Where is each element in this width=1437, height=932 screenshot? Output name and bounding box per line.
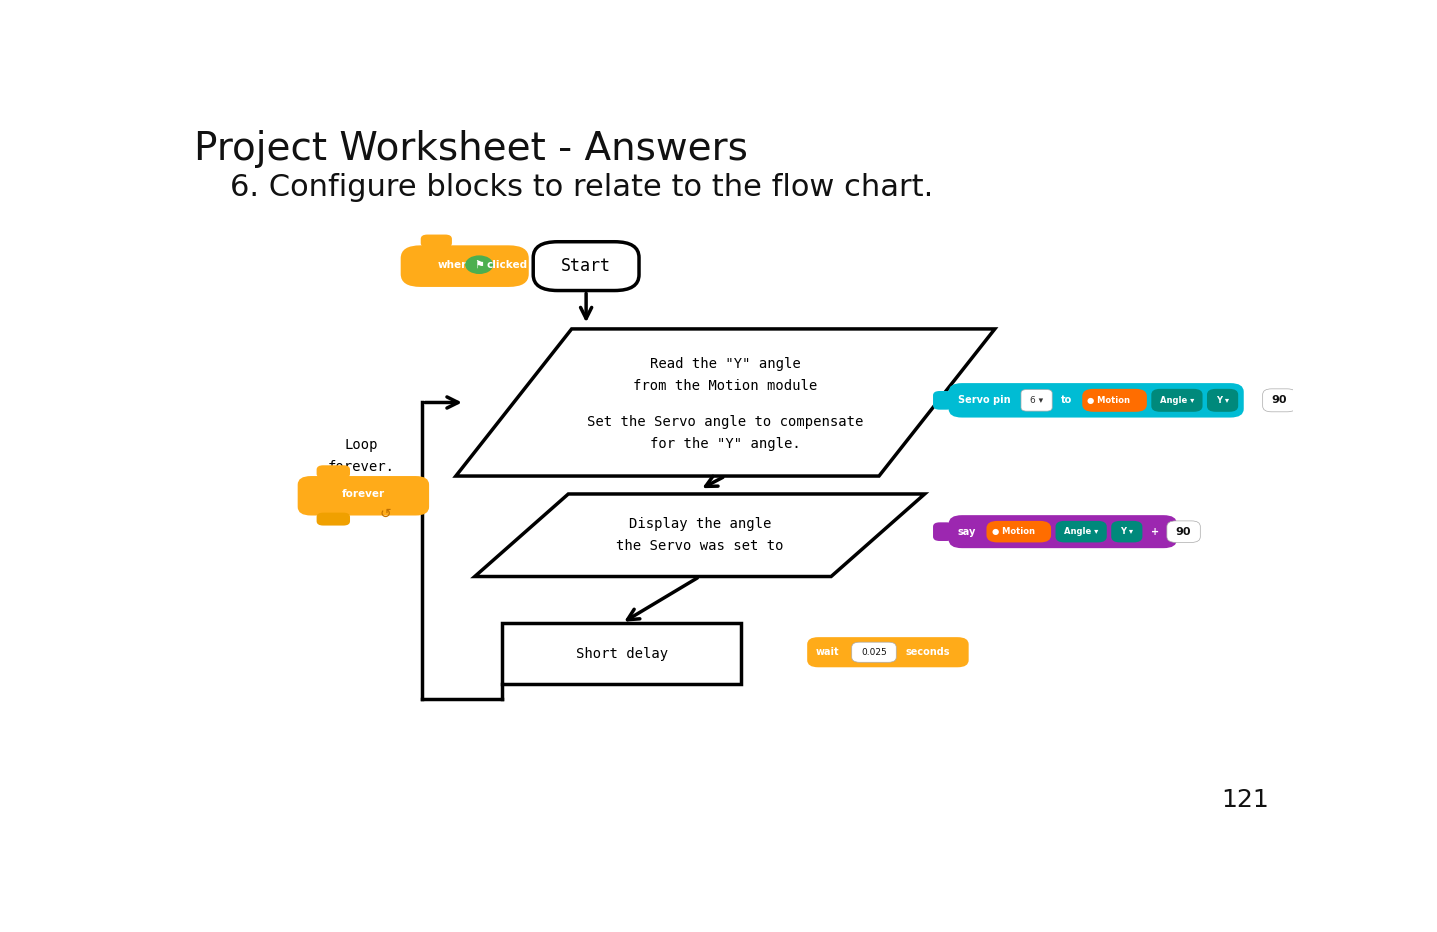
Text: when: when <box>438 260 470 269</box>
Text: +: + <box>1247 395 1255 405</box>
Text: 0.025: 0.025 <box>861 648 887 657</box>
Text: Y ▾: Y ▾ <box>1121 528 1134 536</box>
Text: Read the "Y" angle
from the Motion module: Read the "Y" angle from the Motion modul… <box>634 357 818 393</box>
FancyBboxPatch shape <box>401 245 529 287</box>
FancyBboxPatch shape <box>933 522 953 541</box>
Text: Angle ▾: Angle ▾ <box>1063 528 1098 536</box>
Text: wait: wait <box>816 647 839 657</box>
Text: Servo pin: Servo pin <box>957 395 1010 405</box>
FancyBboxPatch shape <box>316 465 351 478</box>
FancyBboxPatch shape <box>1056 521 1106 542</box>
FancyBboxPatch shape <box>316 513 351 526</box>
Text: ● Motion: ● Motion <box>1088 396 1131 404</box>
Text: Angle ▾: Angle ▾ <box>1160 396 1194 404</box>
FancyBboxPatch shape <box>933 391 953 410</box>
FancyBboxPatch shape <box>1022 390 1052 411</box>
FancyBboxPatch shape <box>533 241 639 291</box>
FancyBboxPatch shape <box>297 476 430 515</box>
Text: 90: 90 <box>1175 527 1191 537</box>
FancyBboxPatch shape <box>421 235 451 248</box>
Text: Project Worksheet - Answers: Project Worksheet - Answers <box>194 130 749 168</box>
FancyBboxPatch shape <box>986 521 1050 542</box>
Text: ↺: ↺ <box>379 507 391 521</box>
Text: Set the Servo angle to compensate
for the "Y" angle.: Set the Servo angle to compensate for th… <box>588 416 864 451</box>
Text: Display the angle
the Servo was set to: Display the angle the Servo was set to <box>616 517 783 553</box>
Text: ● Motion: ● Motion <box>992 528 1035 536</box>
Text: Short delay: Short delay <box>576 647 668 661</box>
FancyBboxPatch shape <box>948 383 1244 418</box>
Polygon shape <box>456 329 994 476</box>
Text: ⚑: ⚑ <box>474 260 484 269</box>
FancyBboxPatch shape <box>1151 389 1203 412</box>
Polygon shape <box>474 494 924 577</box>
Text: 6 ▾: 6 ▾ <box>1030 396 1043 404</box>
FancyBboxPatch shape <box>1111 521 1142 542</box>
Text: Loop
forever.: Loop forever. <box>328 438 395 474</box>
Text: +: + <box>1151 527 1160 537</box>
FancyBboxPatch shape <box>808 637 969 667</box>
FancyBboxPatch shape <box>852 642 897 663</box>
Text: seconds: seconds <box>905 647 950 657</box>
Text: 121: 121 <box>1221 788 1269 812</box>
Text: Y ▾: Y ▾ <box>1216 396 1229 404</box>
Text: say: say <box>957 527 976 537</box>
Text: 6. Configure blocks to relate to the flow chart.: 6. Configure blocks to relate to the flo… <box>230 172 933 202</box>
FancyBboxPatch shape <box>1207 389 1239 412</box>
FancyBboxPatch shape <box>1263 389 1296 412</box>
Circle shape <box>466 256 493 273</box>
Text: clicked: clicked <box>487 260 527 269</box>
Text: 90: 90 <box>1272 395 1288 405</box>
Text: to: to <box>1061 395 1072 405</box>
FancyBboxPatch shape <box>1082 389 1147 412</box>
FancyBboxPatch shape <box>502 624 741 684</box>
Text: forever: forever <box>342 489 385 500</box>
FancyBboxPatch shape <box>1167 521 1200 542</box>
Text: Start: Start <box>560 257 611 275</box>
FancyBboxPatch shape <box>948 515 1177 548</box>
